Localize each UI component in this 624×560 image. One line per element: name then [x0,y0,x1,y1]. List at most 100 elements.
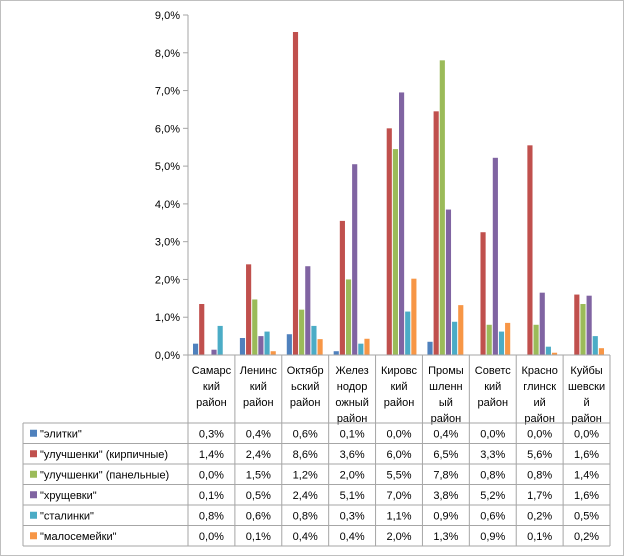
category-label: кий [484,381,501,393]
legend-label: "элитки" [40,428,82,440]
data-table-value: 1,3% [433,531,458,543]
data-table-value: 0,4% [293,531,318,543]
bar-1-3 [339,220,345,355]
bar-2-6 [486,324,492,355]
data-table-value: 1,4% [574,469,599,481]
data-table-value: 1,6% [574,449,599,461]
bar-3-2 [305,266,311,355]
data-table-value: 0,0% [386,428,411,440]
data-table-value: 0,6% [480,510,505,522]
data-table-value: 0,8% [480,469,505,481]
category-label: й [583,397,589,409]
bar-5-6 [505,322,511,355]
legend-label: "малосемейки" [40,531,117,543]
data-table-value: 2,4% [293,490,318,502]
data-table-value: 0,8% [293,510,318,522]
category-label: Кировс [381,365,418,377]
data-table-value: 0,6% [293,428,318,440]
bar-1-4 [386,128,392,355]
legend-label: "улучшенки" (кирпичные) [40,449,168,461]
y-tick-label: 3,0% [155,237,180,249]
data-table-value: 5,6% [527,449,552,461]
bar-4-8 [592,336,598,355]
category-label: Промы [428,365,464,377]
bar-2-2 [299,309,305,355]
data-table-value: 0,4% [246,428,271,440]
data-table-value: 0,8% [199,510,224,522]
y-tick-label: 4,0% [155,199,180,211]
bar-4-0 [217,325,223,355]
bar-2-8 [580,304,586,355]
data-table-value: 2,0% [340,469,365,481]
category-label: Куйбы [570,365,602,377]
data-table-value: 0,1% [246,531,271,543]
bar-0-2 [286,334,292,355]
category-label: район [243,397,274,409]
category-label: ый [439,397,453,409]
category-label: ий [534,397,546,409]
bar-5-5 [458,305,464,355]
category-label: шленн [429,381,463,393]
category-label: район [571,413,602,425]
data-table-value: 0,9% [480,531,505,543]
data-table-value: 0,0% [574,428,599,440]
bar-3-4 [399,92,405,355]
category-label: район [431,413,462,425]
legend-swatch-5 [30,532,37,540]
data-table-value: 0,9% [433,510,458,522]
y-tick-label: 7,0% [155,86,180,98]
category-label: нодор [337,381,368,393]
data-table-value: 1,1% [386,510,411,522]
bar-5-8 [598,348,604,355]
data-table-value: 0,6% [246,510,271,522]
bar-2-5 [439,60,445,355]
y-tick-label: 9,0% [155,10,180,22]
bar-1-7 [527,145,533,355]
data-table-value: 0,3% [340,510,365,522]
y-tick-label: 2,0% [155,274,180,286]
legend-swatch-3 [30,491,37,499]
category-label: район [384,397,415,409]
data-table-value: 5,2% [480,490,505,502]
y-tick-label: 1,0% [155,312,180,324]
category-label: Желез [336,365,369,377]
data-table-value: 1,4% [199,449,224,461]
bar-1-6 [480,232,486,355]
data-table-value: 0,5% [574,510,599,522]
legend-swatch-2 [30,470,37,478]
bar-2-7 [533,324,539,355]
data-table-value: 0,4% [340,531,365,543]
data-table-value: 5,5% [386,469,411,481]
bar-1-8 [574,294,580,355]
bar-4-1 [264,331,270,355]
category-label: район [524,413,555,425]
category-label: район [290,397,321,409]
data-table-value: 0,1% [199,490,224,502]
category-label: ожный [335,397,368,409]
bar-5-2 [317,339,323,355]
bar-4-5 [452,321,458,355]
bar-5-3 [364,338,370,355]
bar-5-4 [411,278,417,355]
category-label: Ленинс [240,365,278,377]
data-table-value: 0,4% [433,428,458,440]
legend-label: "сталинки" [40,510,94,522]
bar-2-3 [345,279,352,355]
category-label: Самарс [192,365,232,377]
bar-4-3 [358,343,364,355]
data-table-value: 8,6% [293,449,318,461]
bar-3-3 [352,164,358,355]
bar-1-5 [433,111,439,355]
bar-4-6 [498,331,505,355]
bar-0-1 [239,338,246,355]
bar-2-1 [252,299,258,355]
category-label: район [337,413,368,425]
category-label: кий [203,381,220,393]
category-label: Красно [521,365,557,377]
data-table-value: 0,1% [527,531,552,543]
category-label: Советс [475,365,511,377]
bar-0-5 [427,341,433,355]
data-table-value: 3,8% [433,490,458,502]
